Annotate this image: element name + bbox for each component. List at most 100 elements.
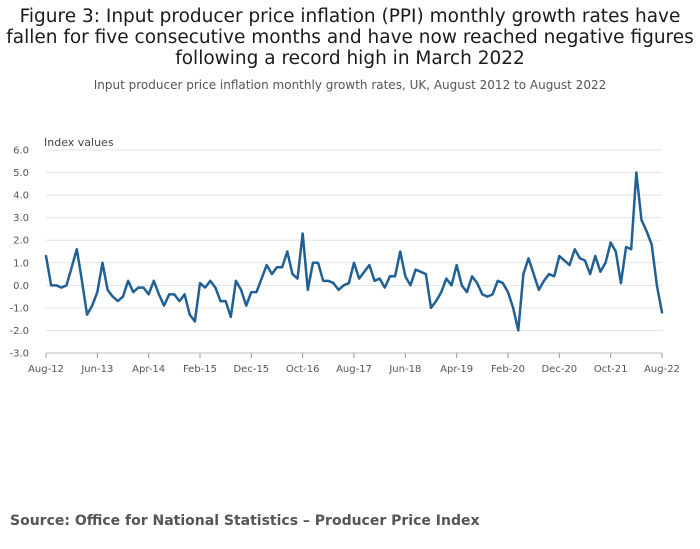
data-point[interactable]	[341, 282, 347, 288]
data-point[interactable]	[613, 249, 619, 255]
data-point[interactable]	[207, 278, 213, 284]
data-point[interactable]	[94, 289, 100, 295]
data-point[interactable]	[608, 239, 614, 245]
data-point[interactable]	[325, 278, 331, 284]
data-point[interactable]	[182, 291, 188, 297]
data-point[interactable]	[192, 318, 198, 324]
data-point[interactable]	[130, 289, 136, 295]
data-point[interactable]	[418, 269, 424, 275]
data-point[interactable]	[515, 327, 521, 333]
data-point[interactable]	[105, 287, 111, 293]
data-point[interactable]	[135, 285, 141, 291]
data-point[interactable]	[166, 291, 172, 297]
data-point[interactable]	[382, 285, 388, 291]
data-point[interactable]	[53, 282, 59, 288]
data-point[interactable]	[649, 242, 655, 248]
data-point[interactable]	[433, 298, 439, 304]
data-point[interactable]	[243, 303, 249, 309]
data-point[interactable]	[320, 278, 326, 284]
data-point[interactable]	[454, 262, 460, 268]
data-point[interactable]	[89, 303, 95, 309]
data-point[interactable]	[546, 271, 552, 277]
data-point[interactable]	[638, 217, 644, 223]
data-point[interactable]	[351, 260, 357, 266]
data-point[interactable]	[603, 260, 609, 266]
data-point[interactable]	[510, 305, 516, 311]
data-point[interactable]	[279, 264, 285, 270]
data-point[interactable]	[176, 298, 182, 304]
data-point[interactable]	[146, 291, 152, 297]
data-point[interactable]	[541, 278, 547, 284]
data-point[interactable]	[197, 280, 203, 286]
data-point[interactable]	[464, 289, 470, 295]
data-point[interactable]	[274, 264, 280, 270]
data-point[interactable]	[361, 269, 367, 275]
data-point[interactable]	[259, 276, 265, 282]
data-point[interactable]	[151, 278, 157, 284]
data-point[interactable]	[289, 271, 295, 277]
data-point[interactable]	[531, 271, 537, 277]
data-point[interactable]	[520, 271, 526, 277]
data-point[interactable]	[654, 282, 660, 288]
data-point[interactable]	[577, 255, 583, 261]
data-point[interactable]	[43, 253, 49, 259]
data-point[interactable]	[387, 273, 393, 279]
data-point[interactable]	[223, 298, 229, 304]
data-point[interactable]	[397, 249, 403, 255]
data-point[interactable]	[484, 294, 490, 300]
data-point[interactable]	[58, 285, 64, 291]
data-point[interactable]	[526, 255, 532, 261]
data-point[interactable]	[582, 258, 588, 264]
data-point[interactable]	[633, 170, 639, 176]
data-point[interactable]	[377, 276, 383, 282]
data-point[interactable]	[500, 280, 506, 286]
data-point[interactable]	[423, 271, 429, 277]
data-point[interactable]	[623, 244, 629, 250]
data-point[interactable]	[305, 287, 311, 293]
data-point[interactable]	[407, 282, 413, 288]
data-point[interactable]	[372, 278, 378, 284]
data-point[interactable]	[284, 249, 290, 255]
data-point[interactable]	[659, 309, 665, 315]
data-point[interactable]	[295, 276, 301, 282]
data-point[interactable]	[536, 287, 542, 293]
data-point[interactable]	[469, 273, 475, 279]
data-point[interactable]	[253, 289, 259, 295]
data-point[interactable]	[490, 291, 496, 297]
data-point[interactable]	[212, 285, 218, 291]
data-point[interactable]	[587, 271, 593, 277]
data-point[interactable]	[156, 291, 162, 297]
data-point[interactable]	[336, 287, 342, 293]
data-point[interactable]	[443, 276, 449, 282]
data-point[interactable]	[161, 303, 167, 309]
data-point[interactable]	[79, 278, 85, 284]
data-point[interactable]	[300, 230, 306, 236]
data-point[interactable]	[449, 282, 455, 288]
data-point[interactable]	[561, 258, 567, 264]
data-point[interactable]	[644, 228, 650, 234]
data-point[interactable]	[120, 294, 126, 300]
data-point[interactable]	[99, 260, 105, 266]
data-point[interactable]	[428, 305, 434, 311]
data-point[interactable]	[187, 312, 193, 318]
data-point[interactable]	[48, 282, 54, 288]
data-point[interactable]	[110, 294, 116, 300]
data-point[interactable]	[125, 278, 131, 284]
data-point[interactable]	[479, 291, 485, 297]
data-point[interactable]	[171, 291, 177, 297]
data-point[interactable]	[233, 278, 239, 284]
data-point[interactable]	[556, 253, 562, 259]
data-point[interactable]	[392, 273, 398, 279]
series-line[interactable]	[44, 171, 664, 332]
data-point[interactable]	[310, 260, 316, 266]
data-point[interactable]	[366, 262, 372, 268]
data-point[interactable]	[64, 282, 70, 288]
data-point[interactable]	[248, 289, 254, 295]
data-point[interactable]	[592, 253, 598, 259]
data-point[interactable]	[74, 246, 80, 252]
data-point[interactable]	[315, 260, 321, 266]
data-point[interactable]	[495, 278, 501, 284]
data-point[interactable]	[474, 280, 480, 286]
data-point[interactable]	[572, 246, 578, 252]
data-point[interactable]	[413, 267, 419, 273]
